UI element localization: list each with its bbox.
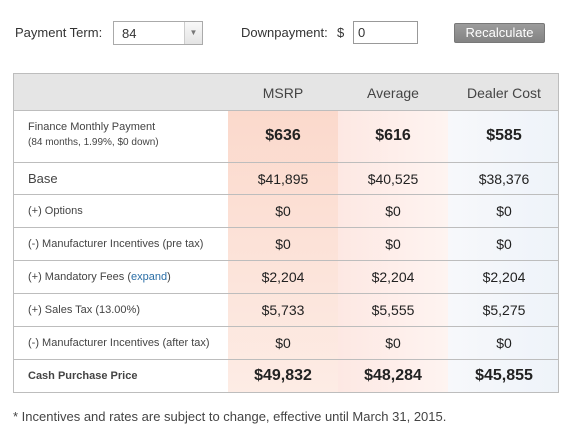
controls-bar: Payment Term: 84 ▼ Downpayment: $ Recalc… xyxy=(0,20,570,46)
row-base: Base $41,895 $40,525 $38,376 xyxy=(14,163,558,195)
header-average: Average xyxy=(367,85,419,101)
options-msrp: $0 xyxy=(275,203,291,219)
payment-term-select[interactable]: 84 ▼ xyxy=(113,21,203,45)
finance-msrp: $636 xyxy=(265,127,301,144)
average-column-bg xyxy=(338,111,448,392)
row-mfr-incentives-after-tax: (-) Manufacturer Incentives (after tax) … xyxy=(14,327,558,360)
row-label: Finance Monthly Payment (84 months, 1.99… xyxy=(28,121,159,148)
tax-msrp: $5,733 xyxy=(261,302,305,318)
mfr-after-average: $0 xyxy=(385,335,401,351)
dollar-sign: $ xyxy=(337,25,345,40)
cash-msrp: $49,832 xyxy=(254,367,312,384)
finance-label: Finance Monthly Payment xyxy=(28,121,156,133)
payment-term-label: Payment Term: xyxy=(15,25,103,40)
mfr-pre-average: $0 xyxy=(385,236,401,252)
fees-average: $2,204 xyxy=(371,269,415,285)
mfr-pre-msrp: $0 xyxy=(275,236,291,252)
row-options: (+) Options $0 $0 $0 xyxy=(14,195,558,228)
base-label: Base xyxy=(28,171,58,186)
finance-terms: (84 months, 1.99%, $0 down) xyxy=(28,137,159,148)
fees-label: (+) Mandatory Fees ( xyxy=(28,271,132,283)
mfr-pre-label: (-) Manufacturer Incentives (pre tax) xyxy=(28,238,204,250)
downpayment-input[interactable] xyxy=(353,21,418,44)
fees-dealer: $2,204 xyxy=(482,269,526,285)
tax-label: (+) Sales Tax (13.00%) xyxy=(28,304,140,316)
expand-link[interactable]: expand xyxy=(131,271,168,283)
options-label: (+) Options xyxy=(28,205,83,217)
base-average: $40,525 xyxy=(367,171,419,187)
recalculate-button[interactable]: Recalculate xyxy=(454,23,545,43)
fees-label-close: ) xyxy=(167,271,171,283)
finance-dealer: $585 xyxy=(486,127,522,144)
payment-term-value: 84 xyxy=(122,26,137,41)
mfr-pre-dealer: $0 xyxy=(496,236,512,252)
row-finance-monthly-payment: Finance Monthly Payment (84 months, 1.99… xyxy=(14,111,558,163)
tax-dealer: $5,275 xyxy=(482,302,526,318)
header-msrp: MSRP xyxy=(262,85,304,101)
row-mfr-incentives-pre-tax: (-) Manufacturer Incentives (pre tax) $0… xyxy=(14,228,558,261)
base-dealer: $38,376 xyxy=(478,171,530,187)
base-msrp: $41,895 xyxy=(257,171,309,187)
cash-label: Cash Purchase Price xyxy=(28,370,138,382)
fees-msrp: $2,204 xyxy=(261,269,305,285)
row-cash-purchase-price: Cash Purchase Price $49,832 $48,284 $45,… xyxy=(14,360,558,392)
downpayment-label: Downpayment: xyxy=(241,25,328,40)
header-dealer-cost: Dealer Cost xyxy=(467,85,541,101)
msrp-column-bg xyxy=(228,111,338,392)
mfr-after-msrp: $0 xyxy=(275,335,291,351)
dealer-column-bg xyxy=(448,111,558,392)
pricing-table: MSRP Average Dealer Cost Finance Monthly… xyxy=(13,73,559,393)
mfr-after-dealer: $0 xyxy=(496,335,512,351)
cash-dealer: $45,855 xyxy=(475,367,533,384)
row-mandatory-fees: (+) Mandatory Fees (expand) $2,204 $2,20… xyxy=(14,261,558,294)
cash-average: $48,284 xyxy=(364,367,422,384)
table-header: MSRP Average Dealer Cost xyxy=(14,74,558,111)
disclaimer-footnote: * Incentives and rates are subject to ch… xyxy=(13,409,447,424)
finance-average: $616 xyxy=(375,127,411,144)
row-sales-tax: (+) Sales Tax (13.00%) $5,733 $5,555 $5,… xyxy=(14,294,558,327)
mfr-after-label: (-) Manufacturer Incentives (after tax) xyxy=(28,337,210,349)
options-dealer: $0 xyxy=(496,203,512,219)
options-average: $0 xyxy=(385,203,401,219)
fees-label-wrap: (+) Mandatory Fees (expand) xyxy=(28,271,171,283)
tax-average: $5,555 xyxy=(371,302,415,318)
dropdown-arrow-icon[interactable]: ▼ xyxy=(184,22,202,44)
